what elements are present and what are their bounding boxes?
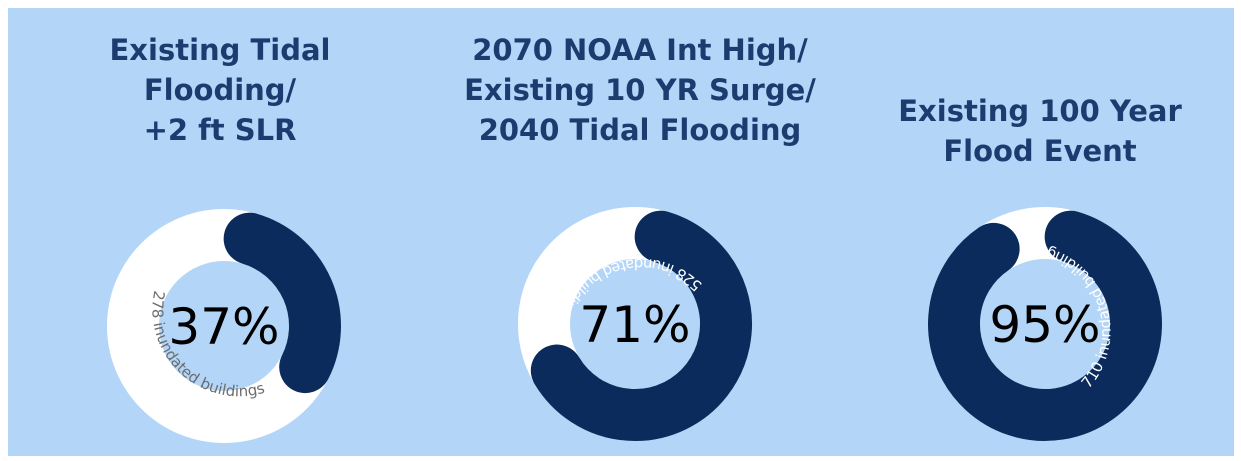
- title-line: Existing 10 YR Surge/: [464, 73, 816, 107]
- title-line: Flood Event: [943, 134, 1137, 168]
- chart-1-arc-filled: [223, 212, 341, 394]
- chart-title-2070-noaa: 2070 NOAA Int High/ Existing 10 YR Surge…: [420, 30, 860, 150]
- chart-title-100-year-flood: Existing 100 Year Flood Event: [880, 91, 1200, 171]
- title-line: +2 ft SLR: [143, 113, 297, 147]
- chart-2-percent-label: 71%: [579, 296, 690, 354]
- chart-2-arc-filled: [530, 210, 752, 441]
- title-line: Flooding/: [143, 73, 297, 107]
- title-line: 2040 Tidal Flooding: [478, 113, 802, 147]
- chart-3-percent-label: 95%: [989, 296, 1100, 354]
- chart-title-existing-tidal: Existing Tidal Flooding/ +2 ft SLR: [60, 30, 380, 150]
- chart-3-arc-filled: [928, 210, 1162, 441]
- title-line: Existing Tidal: [109, 33, 331, 67]
- title-line: Existing 100 Year: [898, 94, 1182, 128]
- chart-1-percent-label: 37%: [168, 298, 279, 356]
- title-line: 2070 NOAA Int High/: [472, 33, 808, 67]
